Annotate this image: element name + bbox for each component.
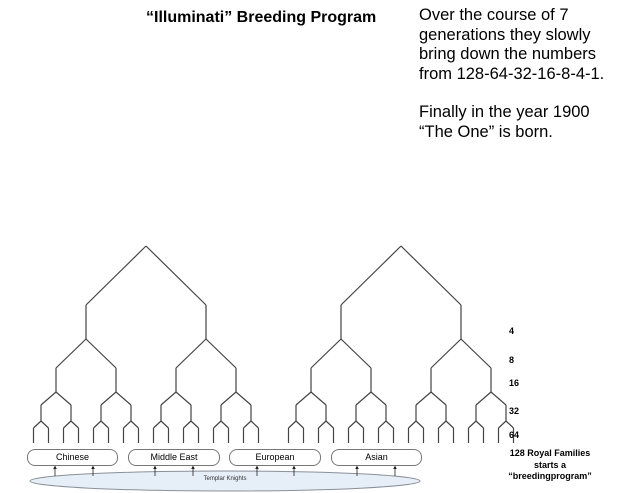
note-paragraph-2: Finally in the year 1900 “The One” is bo… xyxy=(419,103,590,141)
tree-branch xyxy=(415,391,432,406)
group-box-asian: Asian xyxy=(331,449,422,466)
arrow-head-icon xyxy=(91,465,95,469)
tree-branch xyxy=(400,245,462,306)
footer-line-3: “breedingprogram” xyxy=(508,471,592,481)
tree-branch xyxy=(468,420,477,429)
tree-branch xyxy=(310,391,327,406)
tree-branch xyxy=(235,391,252,406)
arrow-head-icon xyxy=(393,465,397,469)
tree-branch xyxy=(340,245,402,306)
footer-text: 128 Royal Families starts a “breedingpro… xyxy=(500,448,600,483)
tree-branch xyxy=(85,245,147,306)
tree-branch xyxy=(175,338,207,369)
arrow-head-icon xyxy=(191,465,195,469)
tree-branch xyxy=(505,420,514,429)
level-label-4: 4 xyxy=(509,326,515,336)
tree-branch xyxy=(430,391,447,406)
tree-branch xyxy=(100,420,109,429)
tree-branch xyxy=(220,420,229,429)
tree-branch xyxy=(63,420,72,429)
tree-branch xyxy=(295,420,304,429)
tree-branch xyxy=(70,420,79,429)
tree-branch xyxy=(85,338,117,369)
tree-branch xyxy=(475,420,484,429)
tree-branch xyxy=(115,391,132,406)
page-title: “Illuminati” Breeding Program xyxy=(146,9,377,26)
description-text: Over the course of 7 generations they sl… xyxy=(419,6,619,161)
tree-branch xyxy=(490,391,507,406)
footer-line-2: starts a xyxy=(533,459,567,470)
tree-branch xyxy=(40,391,57,406)
tree-branch xyxy=(40,420,49,429)
tree-branch xyxy=(160,391,177,406)
tree-branch xyxy=(220,391,237,406)
arrow-head-icon xyxy=(53,465,57,469)
tree-branch xyxy=(445,420,454,429)
tree-branch xyxy=(123,420,132,429)
note-paragraph-1: Over the course of 7 generations they sl… xyxy=(419,6,605,83)
tree-branch xyxy=(243,420,252,429)
group-box-european: European xyxy=(229,449,321,466)
tree-branch xyxy=(175,391,192,406)
level-label-16: 16 xyxy=(509,378,520,388)
tree-branch xyxy=(310,338,342,369)
tree-branch xyxy=(318,420,327,429)
tree-branch xyxy=(438,420,447,429)
tree-branch xyxy=(93,420,102,429)
tree-branch xyxy=(160,420,169,429)
tree-branch xyxy=(250,420,259,429)
arrow-head-icon xyxy=(355,465,359,469)
group-box-chinese: Chinese xyxy=(27,449,118,466)
tree-branch xyxy=(153,420,162,429)
tree-branch xyxy=(295,391,312,406)
tree-branch xyxy=(475,391,492,406)
tree-branch xyxy=(55,338,87,369)
tree-branch xyxy=(100,391,117,406)
footer-line-1: 128 Royal Families xyxy=(509,448,591,458)
tree-branch xyxy=(408,420,417,429)
tree-branch xyxy=(355,391,372,406)
tree-branch xyxy=(55,391,72,406)
tree-branch xyxy=(415,420,424,429)
group-box-middle-east: Middle East xyxy=(128,449,220,466)
tree-branch xyxy=(340,338,372,369)
tree-branch xyxy=(130,420,139,429)
tree-branch xyxy=(213,420,222,429)
tree-branch xyxy=(33,420,42,429)
tree-branch xyxy=(348,420,357,429)
level-label-64: 64 xyxy=(509,430,520,440)
arrow-head-icon xyxy=(292,465,296,469)
level-label-8: 8 xyxy=(509,355,515,365)
tree-branch xyxy=(460,338,492,369)
tree-branch xyxy=(385,420,394,429)
tree-branch xyxy=(190,420,199,429)
tree-branch xyxy=(355,420,364,429)
tree-branch xyxy=(430,338,462,369)
level-label-32: 32 xyxy=(509,406,520,416)
tree-branch xyxy=(370,391,387,406)
tree-branch xyxy=(378,420,387,429)
tree-branch xyxy=(325,420,334,429)
arrow-head-icon xyxy=(153,465,157,469)
templar-knights-ellipse xyxy=(29,470,421,492)
templar-knights-label: Templar Knights xyxy=(203,476,247,482)
tree-branch xyxy=(205,338,237,369)
tree-branch xyxy=(288,420,297,429)
arrow-head-icon xyxy=(255,465,259,469)
tree-branch xyxy=(498,420,507,429)
tree-branch xyxy=(183,420,192,429)
tree-branch xyxy=(145,245,207,306)
